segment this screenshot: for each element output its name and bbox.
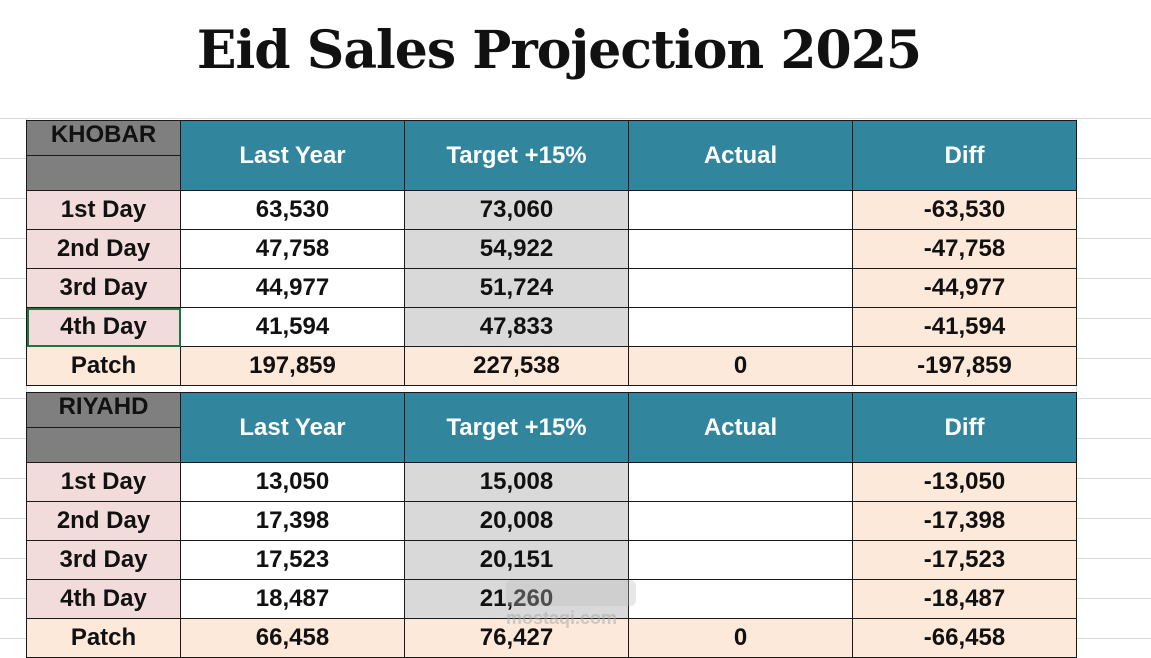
last-year-cell[interactable]: 13,050 xyxy=(180,462,405,502)
actual-cell[interactable] xyxy=(628,268,853,308)
actual-cell[interactable] xyxy=(628,307,853,347)
table-row: 3rd Day 44,977 51,724 -44,977 xyxy=(26,268,1077,308)
total-last-year-cell[interactable]: 66,458 xyxy=(180,618,405,658)
column-header-diff[interactable]: Diff xyxy=(852,392,1077,463)
target-cell[interactable]: 73,060 xyxy=(404,190,629,230)
actual-cell[interactable] xyxy=(628,501,853,541)
diff-cell[interactable]: -17,398 xyxy=(852,501,1077,541)
diff-cell[interactable]: -41,594 xyxy=(852,307,1077,347)
total-target-cell[interactable]: 76,427 xyxy=(404,618,629,658)
grid-column-line xyxy=(26,118,27,658)
total-diff-cell[interactable]: -66,458 xyxy=(852,618,1077,658)
total-diff-cell[interactable]: -197,859 xyxy=(852,346,1077,386)
column-header-actual[interactable]: Actual xyxy=(628,120,853,191)
total-actual-cell[interactable]: 0 xyxy=(628,618,853,658)
table-row: 4th Day 18,487 21,260 -18,487 xyxy=(26,579,1077,619)
region-label[interactable]: KHOBAR xyxy=(26,120,181,156)
row-label[interactable]: 2nd Day xyxy=(26,501,181,541)
table-row: 2nd Day 17,398 20,008 -17,398 xyxy=(26,501,1077,541)
total-actual-cell[interactable]: 0 xyxy=(628,346,853,386)
last-year-cell[interactable]: 63,530 xyxy=(180,190,405,230)
column-header-actual[interactable]: Actual xyxy=(628,392,853,463)
row-label[interactable]: 4th Day xyxy=(26,579,181,619)
total-label[interactable]: Patch xyxy=(26,618,181,658)
target-cell[interactable]: 47,833 xyxy=(404,307,629,347)
row-label-selected-cell[interactable]: 4th Day xyxy=(26,307,181,347)
diff-cell[interactable]: -13,050 xyxy=(852,462,1077,502)
diff-cell[interactable]: -44,977 xyxy=(852,268,1077,308)
diff-cell[interactable]: -47,758 xyxy=(852,229,1077,269)
column-header-last-year[interactable]: Last Year xyxy=(180,120,405,191)
actual-cell[interactable] xyxy=(628,229,853,269)
region-label-filler[interactable] xyxy=(26,427,181,463)
column-header-diff[interactable]: Diff xyxy=(852,120,1077,191)
total-label[interactable]: Patch xyxy=(26,346,181,386)
diff-cell[interactable]: -18,487 xyxy=(852,579,1077,619)
diff-cell[interactable]: -63,530 xyxy=(852,190,1077,230)
table-row: 1st Day 13,050 15,008 -13,050 xyxy=(26,462,1077,502)
total-row: Patch 197,859 227,538 0 -197,859 xyxy=(26,346,1077,386)
last-year-cell[interactable]: 44,977 xyxy=(180,268,405,308)
sales-table-riyahd: RIYAHD Last Year Target +15% Actual Diff… xyxy=(26,392,1077,658)
table-row: 2nd Day 47,758 54,922 -47,758 xyxy=(26,229,1077,269)
last-year-cell[interactable]: 17,398 xyxy=(180,501,405,541)
target-cell[interactable]: 21,260 xyxy=(404,579,629,619)
last-year-cell[interactable]: 17,523 xyxy=(180,540,405,580)
actual-cell[interactable] xyxy=(628,190,853,230)
page-title: Eid Sales Projection 2025 xyxy=(196,20,922,81)
row-label[interactable]: 3rd Day xyxy=(26,540,181,580)
last-year-cell[interactable]: 18,487 xyxy=(180,579,405,619)
actual-cell[interactable] xyxy=(628,462,853,502)
diff-cell[interactable]: -17,523 xyxy=(852,540,1077,580)
column-header-last-year[interactable]: Last Year xyxy=(180,392,405,463)
column-header-target[interactable]: Target +15% xyxy=(404,392,629,463)
target-cell[interactable]: 20,151 xyxy=(404,540,629,580)
region-label-filler[interactable] xyxy=(26,155,181,191)
total-target-cell[interactable]: 227,538 xyxy=(404,346,629,386)
target-cell[interactable]: 15,008 xyxy=(404,462,629,502)
sales-table-khobar: KHOBAR Last Year Target +15% Actual Diff… xyxy=(26,120,1077,386)
grid-column-line xyxy=(1076,118,1077,658)
table-row: 4th Day 41,594 47,833 -41,594 xyxy=(26,307,1077,347)
row-label[interactable]: 2nd Day xyxy=(26,229,181,269)
actual-cell[interactable] xyxy=(628,540,853,580)
table-row: 3rd Day 17,523 20,151 -17,523 xyxy=(26,540,1077,580)
region-label[interactable]: RIYAHD xyxy=(26,392,181,428)
total-last-year-cell[interactable]: 197,859 xyxy=(180,346,405,386)
row-label[interactable]: 3rd Day xyxy=(26,268,181,308)
target-cell[interactable]: 54,922 xyxy=(404,229,629,269)
column-header-target[interactable]: Target +15% xyxy=(404,120,629,191)
actual-cell[interactable] xyxy=(628,579,853,619)
target-cell[interactable]: 20,008 xyxy=(404,501,629,541)
last-year-cell[interactable]: 47,758 xyxy=(180,229,405,269)
last-year-cell[interactable]: 41,594 xyxy=(180,307,405,347)
row-label[interactable]: 1st Day xyxy=(26,462,181,502)
row-label[interactable]: 1st Day xyxy=(26,190,181,230)
total-row: Patch 66,458 76,427 0 -66,458 xyxy=(26,618,1077,658)
target-cell[interactable]: 51,724 xyxy=(404,268,629,308)
table-row: 1st Day 63,530 73,060 -63,530 xyxy=(26,190,1077,230)
